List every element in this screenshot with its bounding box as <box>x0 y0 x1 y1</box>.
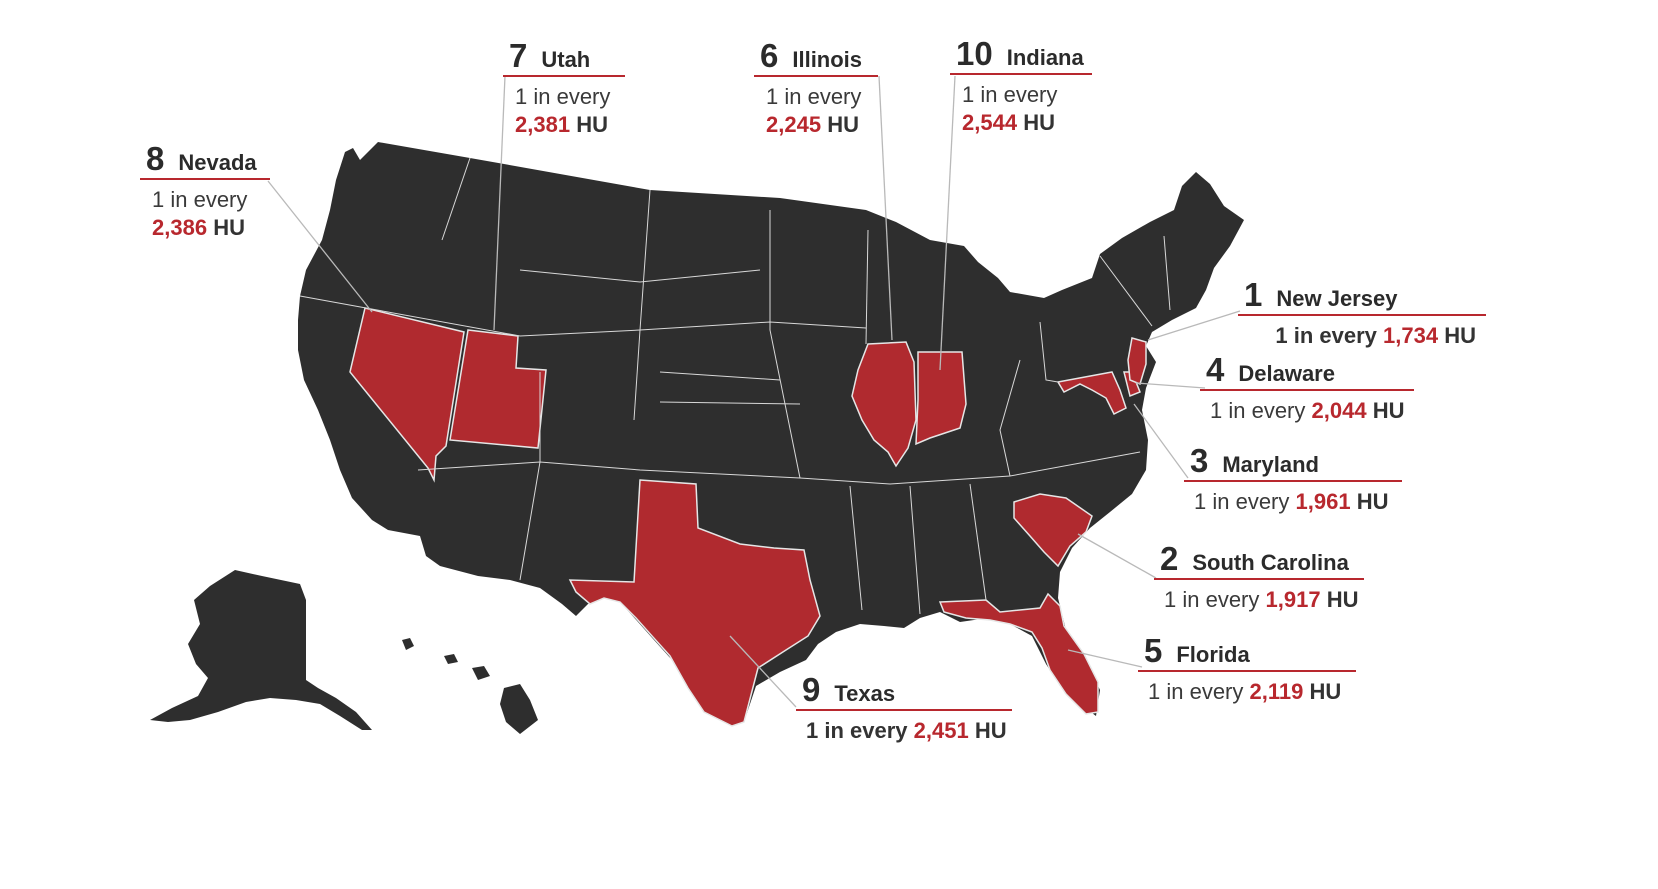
state-illinois <box>851 341 917 468</box>
callout-illinois: 6 Illinois 1 in every 2,245 HU <box>754 39 878 139</box>
ratio-prefix: 1 in every <box>1164 587 1260 612</box>
rank-number: 8 <box>146 140 165 177</box>
ratio-prefix: 1 in every <box>806 718 908 743</box>
callout-delaware: 4 Delaware 1 in every 2,044 HU <box>1200 353 1414 425</box>
leader-lines <box>267 75 1241 708</box>
callout-florida: 5 Florida 1 in every 2,119 HU <box>1138 634 1356 706</box>
rank-number: 9 <box>802 671 821 708</box>
callout-south-carolina: 2 South Carolina 1 in every 1,917 HU <box>1154 542 1368 614</box>
callout-nevada: 8 Nevada 1 in every 2,386 HU <box>140 142 270 242</box>
ratio-prefix: 1 in every <box>1148 679 1244 704</box>
ratio-unit: HU <box>1326 587 1359 612</box>
state-maryland <box>1056 371 1127 416</box>
ratio-prefix: 1 in every <box>1210 398 1306 423</box>
state-name: South Carolina <box>1192 550 1349 575</box>
ratio-value: 2,544 <box>962 110 1018 135</box>
ratio-unit: HU <box>1372 398 1405 423</box>
ratio-value: 2,245 <box>766 112 822 137</box>
rank-number: 2 <box>1160 540 1179 577</box>
ratio-value: 2,044 <box>1311 398 1367 423</box>
callout-utah: 7 Utah 1 in every 2,381 HU <box>503 39 625 139</box>
state-nevada <box>349 307 465 483</box>
state-name: Texas <box>834 681 896 706</box>
callout-indiana: 10 Indiana 1 in every 2,544 HU <box>950 37 1092 137</box>
rank-number: 5 <box>1144 632 1163 669</box>
ratio-value: 2,451 <box>913 718 969 743</box>
ratio-unit: HU <box>827 112 859 137</box>
us-mainland <box>298 142 1244 726</box>
ratio-prefix: 1 in every <box>1194 489 1290 514</box>
state-name: Maryland <box>1222 452 1319 477</box>
ratio-prefix: 1 in every <box>962 82 1058 107</box>
state-borders <box>299 157 1171 615</box>
alaska <box>150 570 372 730</box>
hawaii <box>402 638 538 734</box>
callout-new-jersey: 1 New Jersey 1 in every 1,734 HU <box>1238 278 1486 350</box>
ratio-unit: HU <box>1309 679 1342 704</box>
state-name: Delaware <box>1238 361 1335 386</box>
ratio-value: 2,381 <box>515 112 571 137</box>
callout-maryland: 3 Maryland 1 in every 1,961 HU <box>1184 444 1402 516</box>
ratio-value: 1,961 <box>1295 489 1351 514</box>
ratio-value: 2,119 <box>1249 679 1304 704</box>
ratio-unit: HU <box>974 718 1007 743</box>
state-indiana <box>915 351 967 446</box>
ratio-unit: HU <box>576 112 608 137</box>
ratio-prefix: 1 in every <box>515 84 611 109</box>
ratio-unit: HU <box>1356 489 1389 514</box>
state-name: Utah <box>541 47 591 72</box>
ratio-unit: HU <box>1444 323 1476 348</box>
rank-number: 4 <box>1206 351 1225 388</box>
ratio-prefix: 1 in every <box>1275 323 1377 348</box>
state-florida <box>938 592 1099 715</box>
rank-number: 6 <box>760 37 779 74</box>
state-name: New Jersey <box>1276 286 1398 311</box>
state-name: Nevada <box>178 150 257 175</box>
ratio-value: 1,917 <box>1265 587 1321 612</box>
rank-number: 3 <box>1190 442 1209 479</box>
state-south-carolina <box>1013 493 1093 568</box>
ratio-prefix: 1 in every <box>766 84 862 109</box>
state-new-jersey <box>1127 337 1147 386</box>
rank-number: 7 <box>509 37 528 74</box>
ratio-unit: HU <box>1023 110 1055 135</box>
state-name: Illinois <box>792 47 863 72</box>
state-name: Indiana <box>1006 45 1084 70</box>
ratio-value: 1,734 <box>1383 323 1439 348</box>
ratio-value: 2,386 <box>152 215 208 240</box>
ratio-unit: HU <box>213 215 245 240</box>
rank-number: 1 <box>1244 276 1263 313</box>
rank-number: 10 <box>956 35 993 72</box>
ratio-prefix: 1 in every <box>152 187 248 212</box>
state-name: Florida <box>1176 642 1250 667</box>
highlighted-states <box>349 307 1147 727</box>
callout-texas: 9 Texas 1 in every 2,451 HU <box>796 673 1017 745</box>
state-texas <box>568 479 821 727</box>
